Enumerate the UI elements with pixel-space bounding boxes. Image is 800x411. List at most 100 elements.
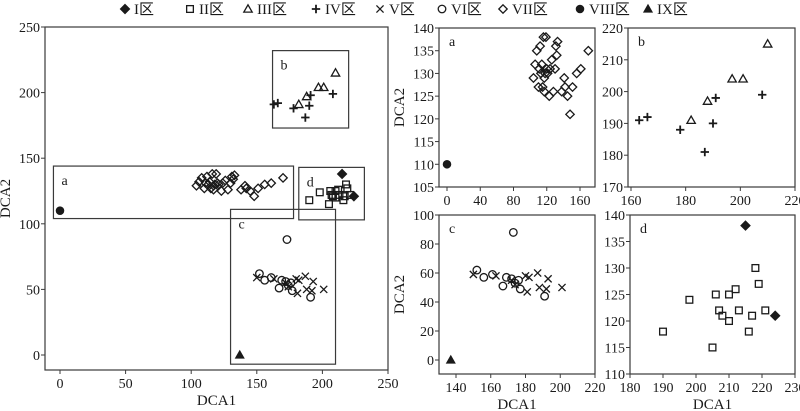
point-zone-iv [643,112,652,122]
x-tick-label: 160 [570,194,591,209]
y-tick-label: 110 [414,158,434,173]
legend-label: II区 [199,2,224,18]
point-zone-v [294,276,303,285]
inset-box-a: a [52,165,295,220]
plot-frame [438,214,596,375]
y-tick-label: 20 [420,325,434,340]
point-zone-i [769,310,781,322]
legend-item-vii: VII区 [497,2,548,18]
y-tick-label: 130 [604,262,625,277]
plot-frame [627,27,796,188]
point-zone-vii [562,91,573,102]
point-zone-v [302,285,311,294]
points [442,31,594,169]
x-tick-label: 180 [620,381,641,396]
legend-label: I区 [134,2,154,18]
point-zone-ii [744,327,753,336]
point-zone-iv [328,89,338,99]
point-zone-vi [287,286,297,296]
point-zone-iv [305,101,314,110]
x-tick-label: 140 [446,381,467,396]
point-zone-iii [762,38,773,48]
legend-item-ix: IX区 [642,2,688,18]
legend-marker-filled-triangle-icon [642,3,654,13]
point-zone-iii [293,98,305,109]
x-tick-label: 200 [730,194,751,209]
legend-item-ii: II区 [185,2,224,18]
point-zone-vii [217,178,228,189]
y-tick-label: 80 [420,238,434,253]
point-zone-iv [306,91,315,100]
inset-box-c: c [229,208,337,365]
point-zone-vii [552,36,563,47]
point-zone-vii [549,63,561,75]
y-tick-label: 120 [413,113,434,128]
x-tick-label: 200 [686,381,707,396]
point-zone-vii [229,170,240,181]
point-zone-vii [559,81,571,93]
inset-label: c [239,217,245,232]
y-tick-label: 150 [19,152,40,167]
y-tick-label: 125 [413,90,434,105]
y-tick-label: 170 [602,181,623,196]
legend-marker-plus-icon [311,4,321,14]
x-tick-label: 250 [378,377,399,392]
x-tick-label: 100 [181,377,202,392]
point-zone-vii [211,168,222,180]
y-tick-label: 40 [420,296,434,311]
panel-label: d [640,222,647,237]
panel-label: a [449,35,456,50]
point-zone-v [523,287,532,296]
point-zone-vi [274,283,284,293]
point-zone-ii [305,196,314,205]
x-tick-label: 220 [785,194,800,209]
legend-item-v: V区 [375,2,415,18]
point-zone-vi [479,272,489,282]
y-tick-label: 200 [19,87,40,102]
point-zone-vii [537,81,548,93]
point-zone-vii [239,180,251,191]
x-tick-label: 230 [785,381,800,396]
point-zone-ii [718,311,727,320]
point-zone-vii [208,184,219,195]
point-zone-v [533,268,542,278]
panel-b: 160 180 200 220 170 180 190 200 210 220 b [602,22,800,209]
point-zone-viii [55,206,65,215]
point-zone-vii [222,184,234,195]
legend-item-vi: VI区 [437,2,482,18]
point-zone-vii [533,81,544,93]
point-zone-vii [538,31,549,43]
point-zone-v [309,277,318,286]
point-zone-vii [193,176,205,187]
y-tick-label: 0 [427,354,434,369]
point-zone-vii [559,72,570,84]
point-zone-v [301,272,310,281]
point-zone-vi [514,275,523,285]
panel-label: b [638,35,645,50]
point-zone-iv [676,125,685,134]
legend-label: IV区 [325,2,356,18]
point-zone-v [292,274,301,283]
y-tick-label: 180 [602,149,623,164]
point-zone-ii [724,290,734,299]
point-zone-vii [249,191,260,202]
inset-box-d: d [298,166,365,221]
y-tick-label: 210 [602,54,623,69]
x-tick-label: 0 [57,377,64,392]
point-zone-vii [220,175,231,186]
x-axis-label: DCA1 [693,397,732,411]
point-zone-v [252,273,261,282]
point-zone-iii [702,95,713,105]
y-tick-label: 100 [413,209,434,224]
point-zone-ii [711,290,720,299]
point-zone-vi [501,272,511,282]
point-zone-ii [685,295,694,304]
y-axis-label: DCA2 [0,179,14,218]
y-axis-label: DCA2 [392,275,408,314]
point-zone-vi [282,235,292,244]
point-zone-ii [724,316,734,326]
point-zone-vii [539,86,550,97]
y-tick-label: 140 [604,209,625,224]
x-tick-label: 150 [246,377,267,392]
point-zone-v [469,270,478,279]
